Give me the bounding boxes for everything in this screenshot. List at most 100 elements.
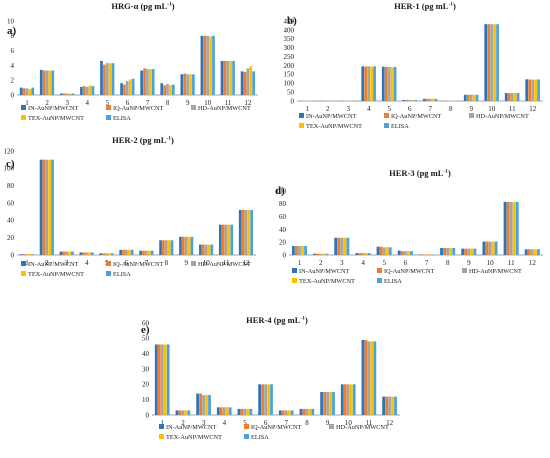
bar-ELISA-3 [71,251,74,255]
legend-swatch [384,123,389,128]
y-tick-label: 6 [11,47,15,55]
x-tick-label: 9 [470,105,474,113]
x-tick-label: 1 [25,259,29,267]
x-tick-label: 4 [223,419,227,427]
bar-IQ-AuNP/MWCNT-4 [219,407,223,415]
x-tick-label: 12 [529,259,537,267]
legend-label: TEX-AuNP/MWCNT [28,271,84,278]
y-tick-label: 80 [7,182,15,190]
y-tick-label: 200 [284,62,295,70]
bar-TEX-AuNP/MWCNT-11 [229,60,233,95]
x-tick-label: 8 [166,99,170,107]
bar-TEX-AuNP/MWCNT-4 [370,66,373,101]
legend-label: HD-AuNP/MWCNT [198,105,251,112]
bar-IN-AuNP/MWCNT-7 [278,410,282,415]
bar-HD-AuNP/MWCNT-7 [284,410,288,415]
x-tick-label: 12 [529,105,537,113]
y-tick-label: 10 [142,396,150,404]
bar-ELISA-5 [111,63,115,95]
bar-TEX-AuNP/MWCNT-5 [390,67,394,101]
bar-ELISA-5 [110,253,114,255]
bar-HD-AuNP/MWCNT-1 [298,246,301,255]
bar-ELISA-6 [270,384,273,415]
legend-label: IQ-AuNP/MWCNT [391,113,442,120]
x-tick-label: 3 [65,99,69,107]
bar-ELISA-4 [91,252,94,255]
bar-IN-AuNP/MWCNT-5 [100,60,103,95]
x-tick-label: 9 [326,419,330,427]
bar-IQ-AuNP/MWCNT-9 [181,236,185,255]
y-tick-label: 60 [7,199,15,207]
bar-TEX-AuNP/MWCNT-3 [205,395,208,415]
bar-ELISA-6 [130,249,134,255]
bar-TEX-AuNP/MWCNT-2 [184,410,188,415]
bar-TEX-AuNP/MWCNT-10 [493,24,496,102]
bar-IN-AuNP/MWCNT-1 [19,87,23,95]
bar-IQ-AuNP/MWCNT-3 [199,393,202,415]
legend-label: ELISA [251,434,269,441]
bar-IN-AuNP/MWCNT-8 [159,240,162,255]
legend-swatch [191,261,196,266]
chart-title-main: HER-2 (pg mL [112,135,167,145]
bar-IQ-AuNP/MWCNT-6 [123,84,126,95]
bar-IQ-AuNP/MWCNT-8 [443,247,447,255]
x-tick-label: 1 [298,259,302,267]
bar-IN-AuNP/MWCNT-2 [39,69,43,95]
chart-title-superscript: -1 [167,2,172,8]
y-tick-label: 450 [284,17,295,25]
bar-ELISA-1 [304,246,308,255]
bar-TEX-AuNP/MWCNT-6 [128,79,132,95]
bar-TEX-AuNP/MWCNT-4 [364,253,368,255]
bar-HD-AuNP/MWCNT-2 [45,159,49,255]
bar-ELISA-9 [473,248,477,255]
bar-IQ-AuNP/MWCNT-10 [201,244,205,255]
bar-HD-AuNP/MWCNT-9 [469,94,473,101]
bar-IN-AuNP/MWCNT-7 [139,250,142,255]
y-tick-label: 4 [11,62,15,70]
chart-title: HER-3 (pg mL-1) [389,168,451,178]
y-tick-label: 150 [284,71,295,79]
bar-IN-AuNP/MWCNT-5 [99,253,103,255]
legend-label: IQ-AuNP/MWCNT [251,424,302,431]
bar-IN-AuNP/MWCNT-4 [361,66,365,101]
panel-label: e) [141,324,150,336]
x-tick-label: 4 [361,259,365,267]
bar-TEX-AuNP/MWCNT-11 [370,341,374,415]
bar-TEX-AuNP/MWCNT-4 [225,407,229,415]
bar-ELISA-2 [325,253,329,255]
bar-TEX-AuNP/MWCNT-2 [48,70,52,95]
legend-swatch [462,268,467,273]
y-tick-label: 0 [291,97,295,105]
x-tick-label: 2 [319,259,323,267]
bar-IQ-AuNP/MWCNT-6 [122,249,125,255]
bar-HD-AuNP/MWCNT-2 [45,70,49,95]
bar-HD-AuNP/MWCNT-5 [387,67,391,101]
bar-IN-AuNP/MWCNT-7 [418,254,422,255]
x-tick-label: 3 [340,259,344,267]
bar-HD-AuNP/MWCNT-11 [224,224,228,255]
legend-swatch [21,271,26,276]
y-tick-label: 0 [283,251,287,259]
y-tick-label: 20 [7,234,15,242]
bar-HD-AuNP/MWCNT-6 [126,80,129,95]
legend-label: IN-AuNP/MWCNT [306,113,357,120]
y-tick-label: 120 [4,147,15,155]
x-tick-label: 12 [243,259,251,267]
bar-ELISA-10 [352,384,356,415]
legend-label: IN-AuNP/MWCNT [28,261,79,268]
x-tick-label: 9 [467,259,471,267]
bar-IQ-AuNP/MWCNT-5 [102,253,105,255]
bar-IQ-AuNP/MWCNT-1 [22,88,26,95]
bar-HD-AuNP/MWCNT-8 [166,83,169,95]
bar-TEX-AuNP/MWCNT-7 [431,98,435,101]
bar-IQ-AuNP/MWCNT-2 [178,410,182,415]
bar-ELISA-9 [332,392,335,415]
x-tick-label: 5 [243,419,247,427]
x-tick-label: 10 [487,259,495,267]
bar-TEX-AuNP/MWCNT-12 [534,79,537,101]
legend-label: HD-AuNP/MWCNT [469,268,522,275]
legend-swatch [299,113,304,118]
bar-HD-AuNP/MWCNT-11 [510,93,514,101]
